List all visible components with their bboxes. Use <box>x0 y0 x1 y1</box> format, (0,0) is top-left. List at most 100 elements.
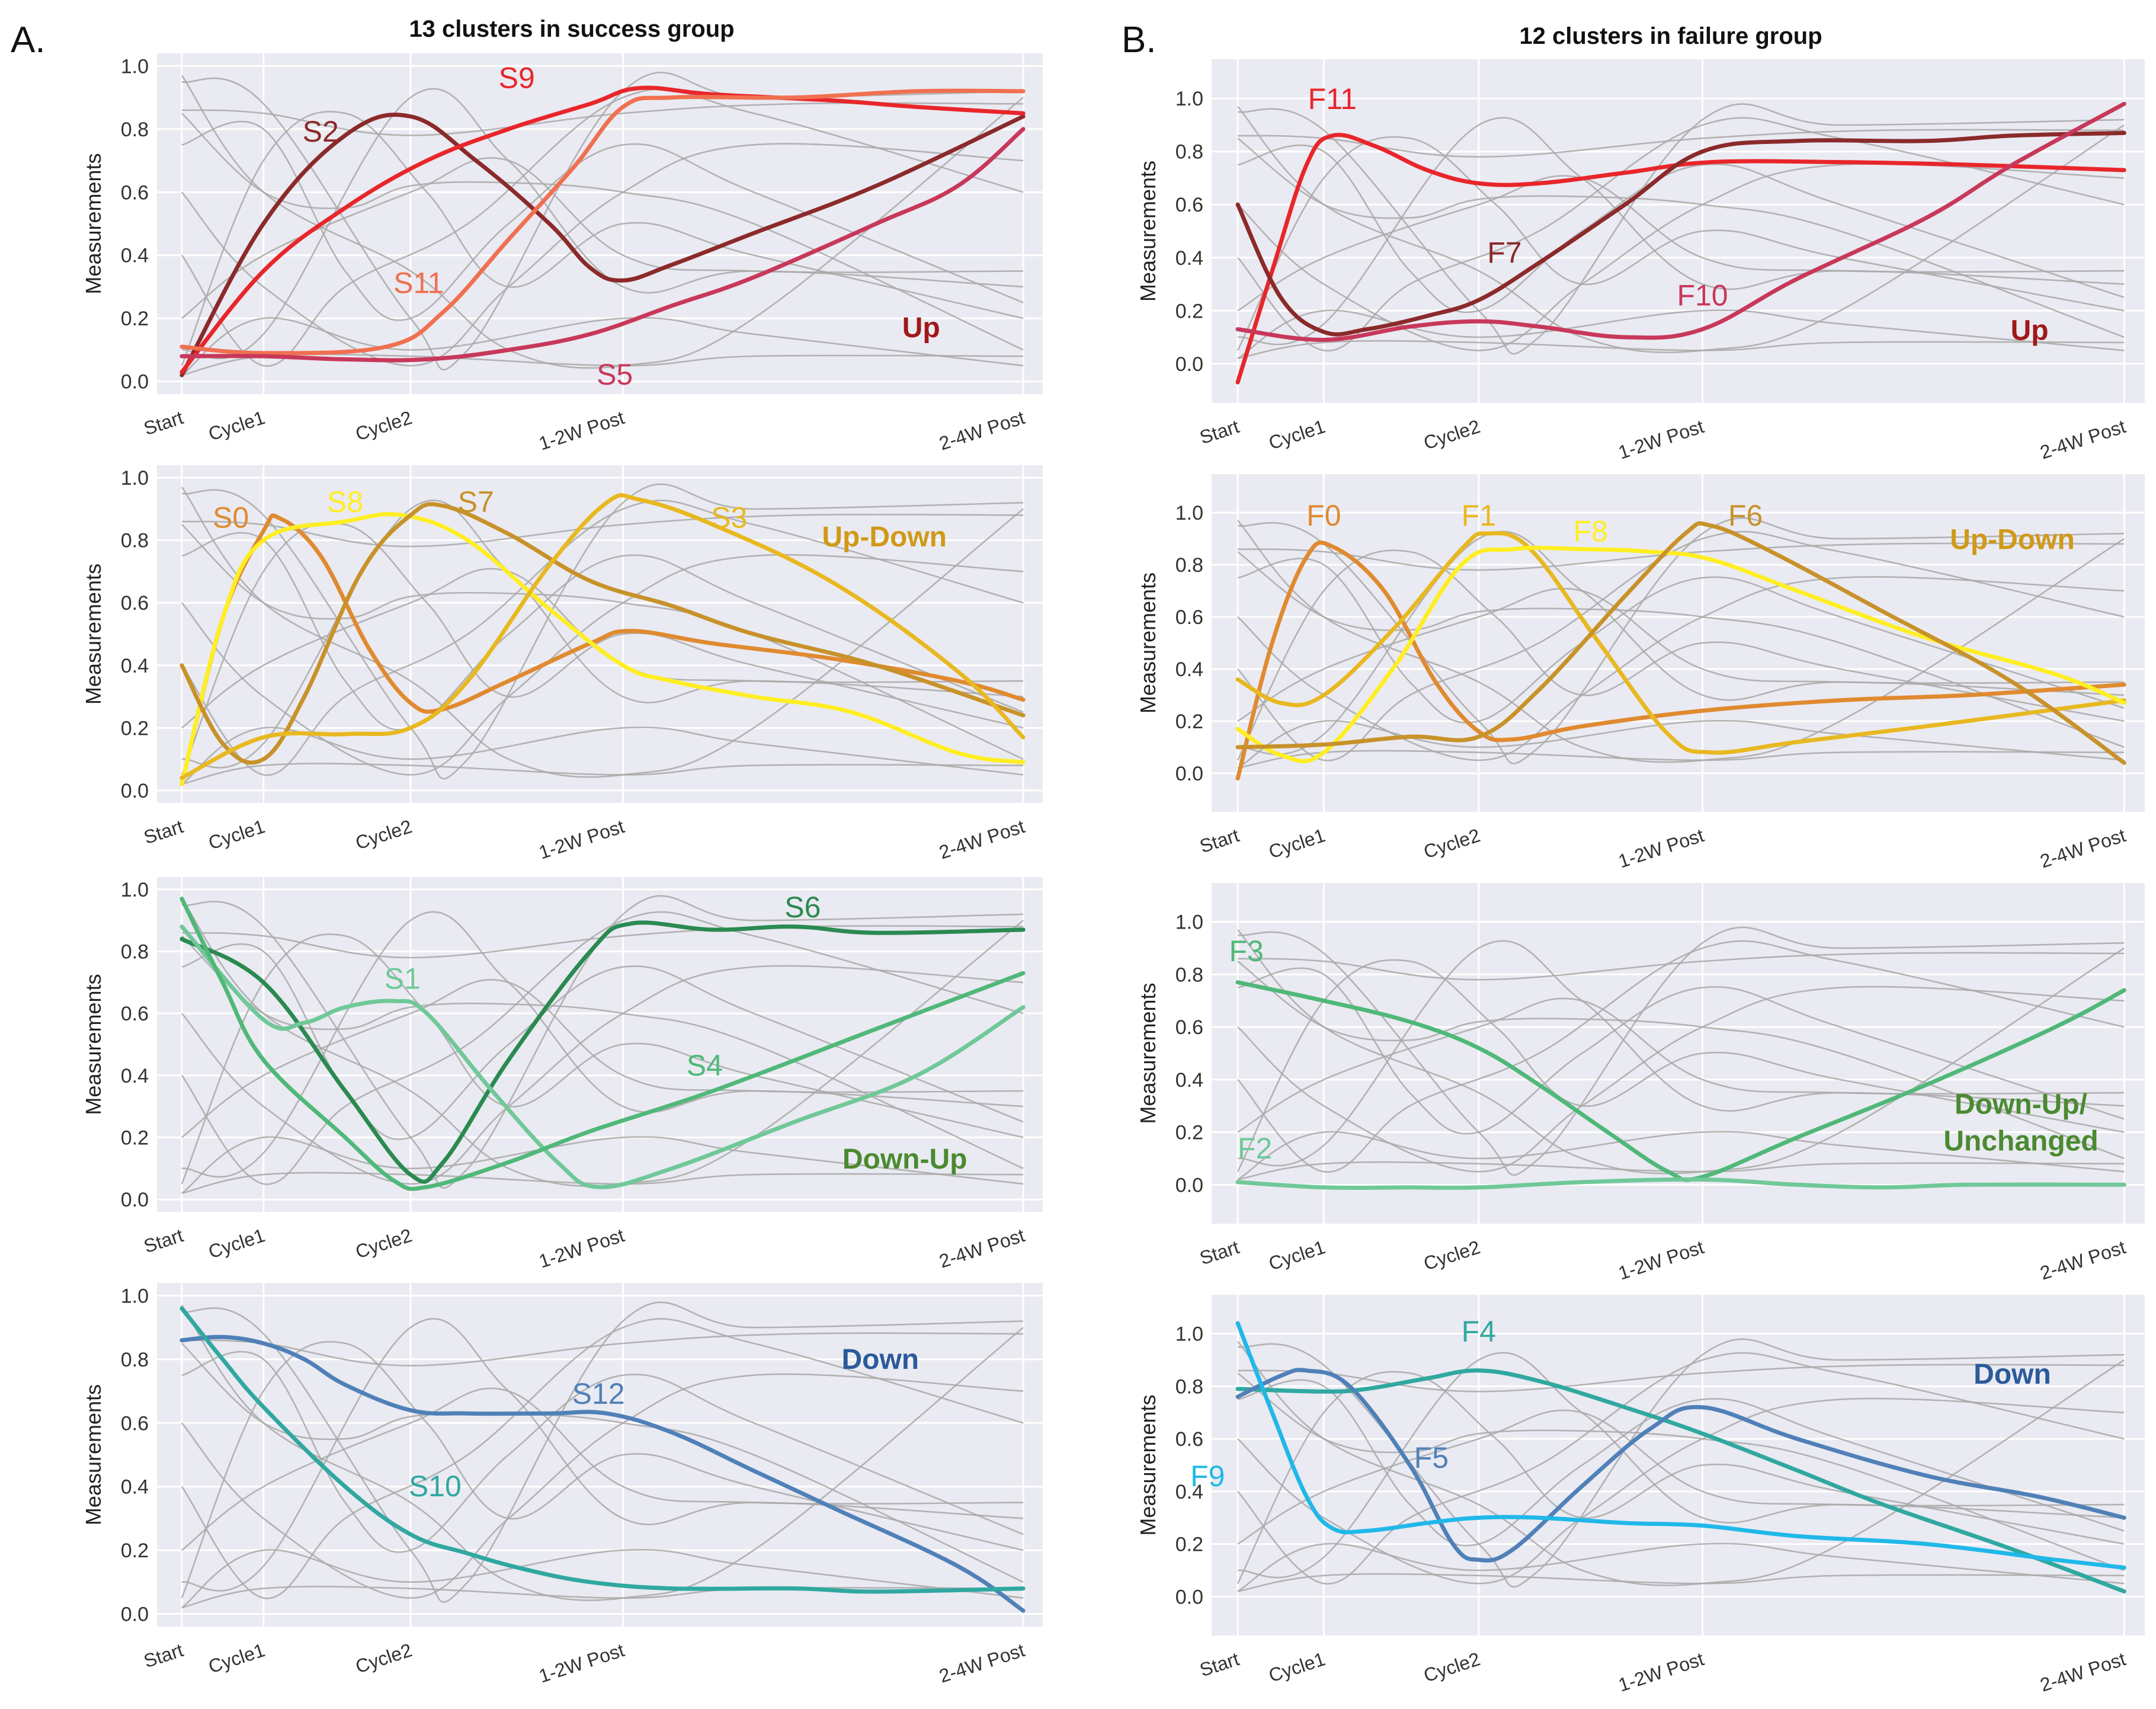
background-cluster-line <box>181 965 1024 1185</box>
x-tick-label: Cycle2 <box>1421 1236 1482 1274</box>
series-line-f6 <box>1235 521 2126 765</box>
chart-A1: 0.0 0.2 0.4 0.6 0.8 1.0 Start Cycle1 Cycle2 1-2W … <box>81 53 1043 455</box>
background-cluster-line <box>1237 587 2125 722</box>
chart-B3: 0.0 0.2 0.4 0.6 0.8 1.0 Start Cycle1 Cycle2 1-2W … <box>1136 883 2145 1284</box>
x-tick-label: Cycle2 <box>1421 415 1482 453</box>
background-cluster-line <box>181 727 1024 785</box>
background-cluster-line <box>181 911 1024 1185</box>
y-tick-label: 0.2 <box>1175 711 1203 733</box>
series-label-f9: F9 <box>1190 1460 1225 1493</box>
x-tick-label: 2-4W Post <box>937 1639 1027 1686</box>
background-cluster-line <box>181 554 1024 776</box>
group-label: Up <box>902 312 940 344</box>
series-label-s11: S11 <box>393 267 444 300</box>
x-tick-label: 2-4W Post <box>937 407 1027 454</box>
x-tick-label: Start <box>141 1224 185 1257</box>
x-tick-label: 2-4W Post <box>2038 415 2128 463</box>
series-label-f5: F5 <box>1414 1441 1449 1474</box>
y-tick-label: 0.6 <box>1175 194 1203 216</box>
y-tick-label: 0.6 <box>121 181 149 204</box>
background-cluster-line <box>1237 137 2125 338</box>
group-label: Down <box>1974 1359 2051 1390</box>
x-tick-label: 2-4W Post <box>937 815 1027 863</box>
series-label-s4: S4 <box>687 1049 723 1082</box>
background-cluster-line <box>181 1318 1024 1599</box>
y-tick-label: 0.0 <box>121 371 149 393</box>
group-label: Down-Up <box>842 1144 968 1175</box>
x-tick-label: Start <box>1197 415 1241 448</box>
series-label-f10: F10 <box>1677 279 1728 312</box>
background-cluster-line <box>1237 1341 2125 1586</box>
group-label-line: Unchanged <box>1943 1126 2098 1157</box>
x-tick-label: Cycle2 <box>1421 1648 1482 1686</box>
y-tick-label: 0.8 <box>1175 964 1203 986</box>
background-cluster-line <box>181 1548 1024 1608</box>
y-tick-label: 0.0 <box>121 1604 149 1626</box>
background-cluster-line <box>181 943 1024 1140</box>
x-tick-label: 1-2W Post <box>1616 1648 1706 1695</box>
y-tick-label: 0.6 <box>121 1003 149 1025</box>
series-label-s8: S8 <box>327 485 363 519</box>
right-panel-title: 12 clusters in failure group <box>1519 23 1822 49</box>
y-tick-label: 1.0 <box>121 1285 149 1307</box>
y-tick-label: 0.2 <box>121 1126 149 1149</box>
x-tick-label: Start <box>1197 824 1241 857</box>
background-cluster-line <box>181 500 1024 776</box>
y-tick-label: 0.4 <box>1175 1069 1203 1092</box>
y-tick-label: 0.4 <box>1175 247 1203 270</box>
background-cluster-line <box>181 111 1024 366</box>
series-label-f7: F7 <box>1487 236 1521 270</box>
series-label-s10: S10 <box>409 1470 462 1503</box>
background-cluster-line <box>181 1373 1024 1599</box>
background-cluster-line <box>1237 558 2125 724</box>
x-tick-label: 2-4W Post <box>2038 824 2128 872</box>
x-tick-label: Cycle2 <box>353 1224 415 1262</box>
plot-background <box>157 1283 1043 1627</box>
background-cluster-line <box>1237 175 2125 312</box>
series-label-s5: S5 <box>597 358 633 391</box>
x-tick-label: 1-2W Post <box>536 1639 627 1686</box>
series-line-f3 <box>1235 980 2126 1182</box>
charts-container: 0.0 0.2 0.4 0.6 0.8 1.0 Start Cycle1 Cycle2 1-2W … <box>81 53 2145 1696</box>
plot-background <box>1212 474 2145 812</box>
y-tick-label: 1.0 <box>1175 1323 1203 1346</box>
background-cluster-line <box>181 1350 1024 1553</box>
background-cluster-line <box>1237 1161 2125 1180</box>
chart-B4: 0.0 0.2 0.4 0.6 0.8 1.0 Start Cycle1 Cycle2 1-2W … <box>1136 1295 2145 1696</box>
y-tick-label: 1.0 <box>1175 911 1203 934</box>
group-label: Up-Down <box>1950 524 2075 556</box>
background-cluster-line <box>181 483 1024 780</box>
background-cluster-line <box>1238 952 2125 981</box>
x-tick-label: Cycle2 <box>353 1639 415 1677</box>
group-label: Up-Down <box>822 521 947 553</box>
y-tick-label: 0.2 <box>1175 1534 1203 1556</box>
y-tick-label: 0.6 <box>1175 1016 1203 1039</box>
series-label-f2: F2 <box>1238 1132 1272 1165</box>
x-tick-label: Cycle1 <box>1266 1648 1328 1686</box>
x-tick-label: Cycle1 <box>206 1639 267 1677</box>
y-tick-label: 0.4 <box>121 655 149 677</box>
y-tick-label: 0.8 <box>121 1349 149 1371</box>
y-tick-label: 0.2 <box>121 308 149 330</box>
y-axis-label: Measurements <box>81 974 105 1115</box>
plot-background <box>1212 59 2145 403</box>
y-tick-label: 0.0 <box>121 1189 149 1211</box>
y-tick-label: 1.0 <box>1175 88 1203 110</box>
series-label-s0: S0 <box>213 501 249 535</box>
x-tick-label: Start <box>141 815 185 848</box>
background-cluster-line <box>1237 1352 2125 1585</box>
background-cluster-line <box>1237 551 2125 748</box>
group-label-line: Down-Up/ <box>1955 1089 2087 1121</box>
background-cluster-line <box>1237 117 2125 352</box>
y-tick-label: 0.0 <box>1175 1174 1203 1196</box>
series-line-s0 <box>180 513 1026 786</box>
series-label-f3: F3 <box>1229 934 1263 968</box>
series-line-f5 <box>1235 1368 2126 1563</box>
series-label-s7: S7 <box>458 485 494 519</box>
background-cluster-line <box>1237 940 2125 1173</box>
background-cluster-line <box>1236 549 2125 761</box>
background-cluster-line <box>1237 1397 2125 1585</box>
background-cluster-line <box>1237 309 2125 359</box>
y-tick-label: 0.0 <box>121 780 149 802</box>
series-line-f9 <box>1235 1321 2126 1570</box>
